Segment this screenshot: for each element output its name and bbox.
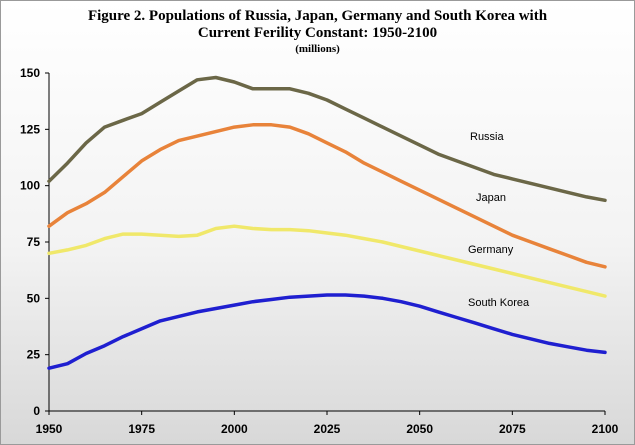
chart-title-line2: Current Ferility Constant: 1950-2100 xyxy=(197,25,438,41)
series-line-south-korea xyxy=(47,293,607,370)
chart-title: Figure 2. Populations of Russia, Japan, … xyxy=(0,8,635,57)
y-tick-label: 0 xyxy=(33,404,40,418)
chart-subtitle: (millions) xyxy=(295,43,340,55)
x-tick-label: 1950 xyxy=(36,422,63,436)
series-line-japan xyxy=(47,123,607,269)
x-tick-label: 2000 xyxy=(221,422,248,436)
series-labels: Russia Japan Germany South Korea xyxy=(468,131,530,309)
series-label-germany: Germany xyxy=(468,244,514,256)
series-label-south-korea: South Korea xyxy=(468,297,530,309)
series-line-russia xyxy=(47,75,607,203)
chart-title-line1: Figure 2. Populations of Russia, Japan, … xyxy=(87,8,548,24)
series-label-japan: Japan xyxy=(476,192,506,204)
y-tick-label: 150 xyxy=(20,66,40,80)
series-lines xyxy=(47,75,607,370)
x-tick-label: 2075 xyxy=(499,422,526,436)
x-tick-label: 2050 xyxy=(406,422,433,436)
x-tick-label: 2100 xyxy=(592,422,619,436)
y-tick-label: 50 xyxy=(27,291,41,305)
axes: 0 25 50 75 100 125 150 1950 1975 2000 2025 2050 2075… xyxy=(20,66,619,436)
y-tick-label: 75 xyxy=(27,235,41,249)
y-tick-label: 100 xyxy=(20,179,40,193)
y-tick-label: 25 xyxy=(27,348,41,362)
series-line-germany xyxy=(47,224,607,298)
x-tick-label: 1975 xyxy=(128,422,155,436)
x-tick-label: 2025 xyxy=(314,422,341,436)
y-tick-label: 125 xyxy=(20,122,40,136)
series-label-russia: Russia xyxy=(470,131,505,143)
